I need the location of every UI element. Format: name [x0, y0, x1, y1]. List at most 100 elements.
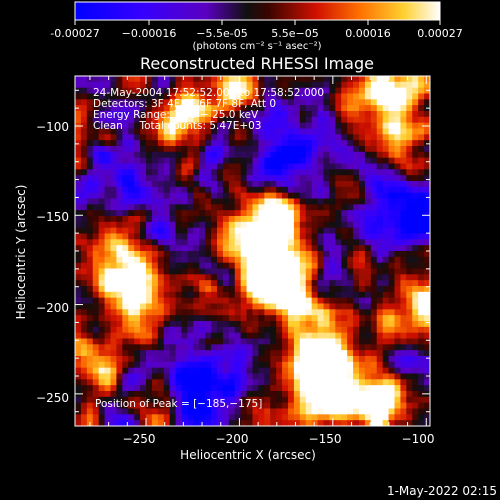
- heatmap-cell: [128, 361, 135, 369]
- heatmap-cell: [359, 157, 366, 164]
- heatmap-cell: [258, 420, 265, 427]
- heatmap-cell: [299, 291, 307, 299]
- heatmap-cell: [406, 262, 413, 269]
- heatmap-cell: [317, 239, 324, 246]
- heatmap-cell: [288, 297, 295, 304]
- heatmap-cell: [406, 326, 413, 334]
- heatmap-cell: [347, 408, 354, 415]
- heatmap-cell: [311, 192, 318, 199]
- heatmap-cell: [299, 420, 307, 427]
- heatmap-cell: [418, 163, 425, 170]
- heatmap-cell: [75, 157, 82, 164]
- heatmap-cell: [187, 256, 194, 264]
- heatmap-cell: [282, 128, 289, 135]
- heatmap-cell: [270, 268, 277, 275]
- heatmap-cell: [341, 245, 348, 252]
- heatmap-cell: [187, 192, 194, 199]
- heatmap-cell: [258, 81, 265, 89]
- heatmap-cell: [418, 396, 425, 404]
- chart-title: Reconstructed RHESSI Image: [140, 54, 374, 73]
- heatmap-cell: [157, 216, 165, 223]
- heatmap-cell: [222, 245, 230, 252]
- heatmap-cell: [252, 157, 259, 164]
- heatmap-cell: [347, 76, 354, 83]
- heatmap-cell: [222, 321, 230, 328]
- heatmap-cell: [134, 367, 141, 374]
- heatmap-cell: [288, 414, 295, 421]
- heatmap-cell: [359, 256, 366, 264]
- heatmap-cell: [299, 332, 307, 339]
- heatmap-cell: [394, 268, 401, 275]
- heatmap-cell: [258, 216, 265, 223]
- heatmap-cell: [347, 128, 354, 135]
- heatmap-cell: [311, 344, 318, 351]
- heatmap-cell: [122, 344, 129, 351]
- heatmap-cell: [140, 373, 147, 380]
- heatmap-cell: [353, 344, 360, 351]
- heatmap-cell: [98, 93, 105, 100]
- annotation-detectors: Detectors: 3F 4F 5F 6F 7F 8F, Att 0: [93, 98, 276, 110]
- heatmap-cell: [382, 286, 389, 293]
- heatmap-cell: [317, 233, 324, 240]
- heatmap-cell: [104, 268, 111, 275]
- heatmap-cell: [382, 326, 389, 334]
- heatmap-cell: [282, 268, 289, 275]
- heatmap-cell: [98, 268, 105, 275]
- heatmap-cell: [347, 280, 354, 287]
- heatmap-cell: [240, 391, 247, 398]
- heatmap-cell: [335, 391, 342, 398]
- heatmap-cell: [382, 315, 389, 322]
- heatmap-cell: [305, 291, 313, 299]
- heatmap-cell: [98, 303, 105, 310]
- heatmap-cell: [110, 396, 117, 404]
- heatmap-cell: [258, 332, 265, 339]
- heatmap-cell: [246, 93, 253, 100]
- heatmap-cell: [222, 111, 230, 118]
- heatmap-cell: [92, 350, 100, 357]
- heatmap-cell: [228, 116, 236, 124]
- heatmap-cell: [317, 402, 324, 409]
- heatmap-cell: [234, 134, 242, 141]
- heatmap-cell: [270, 402, 277, 409]
- heatmap-cell: [347, 233, 354, 240]
- heatmap-cell: [205, 245, 212, 252]
- heatmap-cell: [211, 396, 218, 404]
- heatmap-cell: [293, 99, 301, 106]
- heatmap-cell: [134, 181, 141, 188]
- heatmap-cell: [424, 239, 431, 246]
- heatmap-cell: [252, 332, 259, 339]
- heatmap-cell: [347, 151, 354, 159]
- heatmap-cell: [80, 151, 88, 159]
- heatmap-cell: [329, 111, 336, 118]
- heatmap-cell: [98, 251, 105, 258]
- heatmap-cell: [329, 356, 336, 363]
- heatmap-cell: [128, 128, 135, 135]
- heatmap-cell: [240, 122, 247, 129]
- heatmap-cell: [270, 198, 277, 205]
- heatmap-cell: [86, 151, 94, 159]
- heatmap-cell: [181, 175, 188, 182]
- heatmap-cell: [382, 262, 389, 269]
- heatmap-cell: [122, 379, 129, 386]
- heatmap-cell: [270, 361, 277, 369]
- y-tick-label-3: −250: [36, 391, 69, 405]
- heatmap-cell: [222, 402, 230, 409]
- heatmap-cell: [86, 186, 94, 194]
- heatmap-cell: [146, 321, 153, 328]
- heatmap-cell: [169, 140, 176, 147]
- heatmap-cell: [341, 309, 348, 316]
- heatmap-cell: [382, 361, 389, 369]
- heatmap-cell: [317, 163, 324, 170]
- heatmap-cell: [122, 198, 129, 205]
- heatmap-image: [75, 76, 431, 427]
- heatmap-cell: [234, 373, 242, 380]
- heatmap-cell: [370, 169, 378, 176]
- heatmap-cell: [116, 396, 123, 404]
- heatmap-cell: [122, 350, 129, 357]
- heatmap-cell: [86, 105, 94, 112]
- heatmap-cell: [394, 332, 401, 339]
- heatmap-cell: [98, 408, 105, 415]
- heatmap-cell: [264, 396, 271, 404]
- heatmap-cell: [370, 402, 378, 409]
- heatmap-cell: [175, 297, 182, 304]
